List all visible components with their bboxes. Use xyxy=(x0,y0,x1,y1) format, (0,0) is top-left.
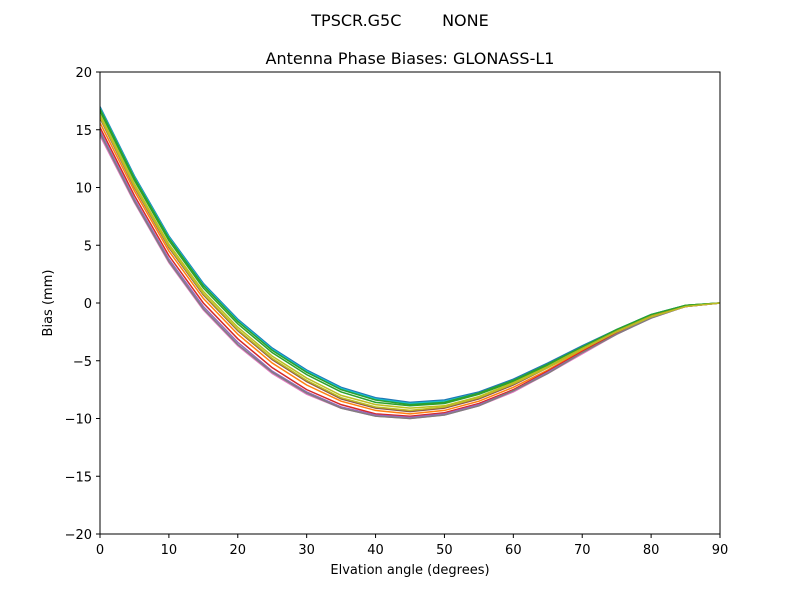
y-tick-label: 15 xyxy=(75,124,92,139)
x-axis: 0 10 20 30 40 50 60 70 80 90 xyxy=(96,534,728,558)
plot-frame xyxy=(99,71,721,535)
y-tick-label: −20 xyxy=(65,528,92,543)
x-tick-label: 90 xyxy=(712,543,729,558)
series-line-5 xyxy=(100,117,720,413)
series-line-11 xyxy=(100,108,720,406)
y-axis: −20 −15 −10 −5 0 5 10 15 20 xyxy=(65,66,100,543)
series-group xyxy=(100,106,720,420)
x-tick-label: 60 xyxy=(505,543,522,558)
chart-suptitle: TPSCR.G5C NONE xyxy=(310,11,488,30)
x-tick-label: 70 xyxy=(574,543,591,558)
x-tick-label: 40 xyxy=(367,543,384,558)
y-tick-label: −5 xyxy=(73,355,92,370)
y-tick-label: 20 xyxy=(75,66,92,81)
y-axis-label: Bias (mm) xyxy=(41,270,56,337)
series-line-1 xyxy=(100,106,720,404)
x-tick-label: 10 xyxy=(161,543,178,558)
series-line-10 xyxy=(100,132,720,420)
series-line-12 xyxy=(100,116,720,412)
y-tick-label: 0 xyxy=(84,297,92,312)
x-axis-label: Elvation angle (degrees) xyxy=(330,563,489,578)
y-tick-label: 5 xyxy=(84,239,92,254)
x-tick-label: 0 xyxy=(96,543,104,558)
y-tick-label: 10 xyxy=(75,182,92,197)
series-line-2 xyxy=(100,107,720,405)
y-tick-label: −10 xyxy=(65,413,92,428)
series-line-7 xyxy=(100,127,720,417)
series-line-3 xyxy=(100,110,720,407)
x-tick-label: 20 xyxy=(230,543,247,558)
x-tick-label: 80 xyxy=(643,543,660,558)
series-line-4 xyxy=(100,114,720,409)
x-tick-label: 30 xyxy=(298,543,315,558)
x-tick-label: 50 xyxy=(436,543,453,558)
chart-title: Antenna Phase Biases: GLONASS-L1 xyxy=(266,49,555,68)
y-tick-label: −15 xyxy=(65,470,92,485)
